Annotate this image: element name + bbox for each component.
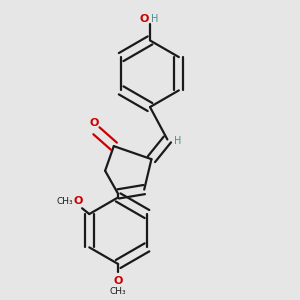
Text: O: O: [139, 14, 148, 24]
Text: O: O: [113, 277, 123, 286]
Text: CH₃: CH₃: [110, 287, 127, 296]
Text: H: H: [151, 14, 158, 24]
Text: CH₃: CH₃: [56, 196, 73, 206]
Text: H: H: [174, 136, 182, 146]
Text: O: O: [89, 118, 99, 128]
Text: O: O: [73, 196, 82, 206]
